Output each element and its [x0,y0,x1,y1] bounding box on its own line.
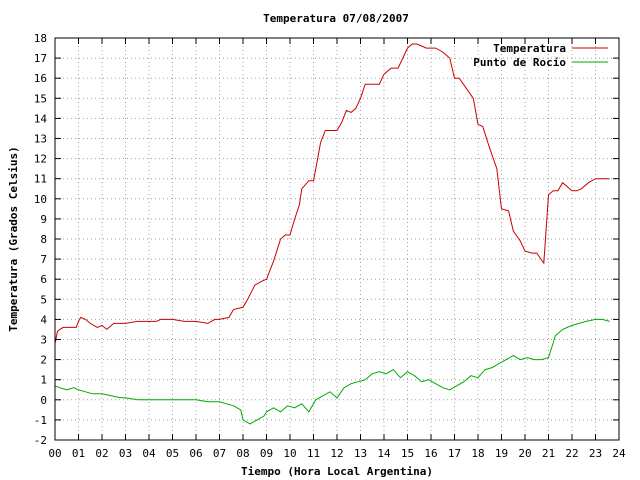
x-tick-label: 09 [260,447,273,460]
x-tick-label: 01 [72,447,85,460]
x-tick-label: 20 [518,447,531,460]
x-tick-label: 19 [495,447,508,460]
x-tick-labels: 00 01 02 03 04 05 06 07 08 09 10 11 12 13 14 15 16 17 18 19… [48,447,626,460]
x-tick-label: 17 [448,447,461,460]
y-tick-label: 12 [34,153,47,166]
x-tick-label: 06 [189,447,202,460]
x-tick-label: 22 [565,447,578,460]
legend-label: Punto de Rocío [473,56,566,69]
y-tick-label: 7 [40,253,47,266]
y-tick-label: 6 [40,273,47,286]
x-tick-label: 04 [142,447,156,460]
axis-ticks [54,37,620,441]
x-tick-label: 00 [48,447,61,460]
y-axis-label: Temperatura (Grados Celsius) [7,146,20,331]
y-tick-label: 3 [40,334,47,347]
y-tick-label: 2 [40,354,47,367]
chart-title: Temperatura 07/08/2007 [263,12,409,25]
x-tick-label: 02 [95,447,108,460]
y-tick-label: 10 [34,193,47,206]
x-tick-label: 18 [471,447,484,460]
legend-label: Temperatura [493,42,566,55]
y-tick-label: 17 [34,52,47,65]
y-tick-label: 11 [34,173,47,186]
y-tick-label: 8 [40,233,47,246]
x-tick-label: 03 [119,447,132,460]
y-tick-label: 9 [40,213,47,226]
y-tick-label: 14 [34,112,48,125]
y-tick-label: 13 [34,133,47,146]
grid-lines [55,38,619,440]
y-tick-label: 1 [40,374,47,387]
y-tick-label: 18 [34,32,47,45]
x-tick-label: 08 [236,447,249,460]
x-axis-label: Tiempo (Hora Local Argentina) [241,465,433,478]
y-tick-label: 0 [40,394,47,407]
x-tick-label: 07 [213,447,226,460]
series-line-temperatura [54,43,610,344]
y-tick-label: 16 [34,72,47,85]
x-tick-label: 16 [424,447,437,460]
x-tick-label: 23 [589,447,602,460]
series-line-punto-de-rocio [54,318,610,425]
x-tick-label: 15 [401,447,414,460]
x-tick-label: 14 [377,447,391,460]
x-tick-label: 24 [612,447,626,460]
y-tick-label: 5 [40,293,47,306]
x-tick-label: 10 [283,447,296,460]
y-tick-label: -1 [34,414,47,427]
x-tick-label: 13 [354,447,367,460]
y-tick-label: -2 [34,434,47,447]
x-tick-label: 11 [307,447,320,460]
y-tick-label: 4 [40,313,47,326]
y-tick-label: 15 [34,92,47,105]
x-tick-label: 05 [166,447,179,460]
x-tick-label: 21 [542,447,555,460]
series-layer [54,43,610,425]
x-tick-label: 12 [330,447,343,460]
